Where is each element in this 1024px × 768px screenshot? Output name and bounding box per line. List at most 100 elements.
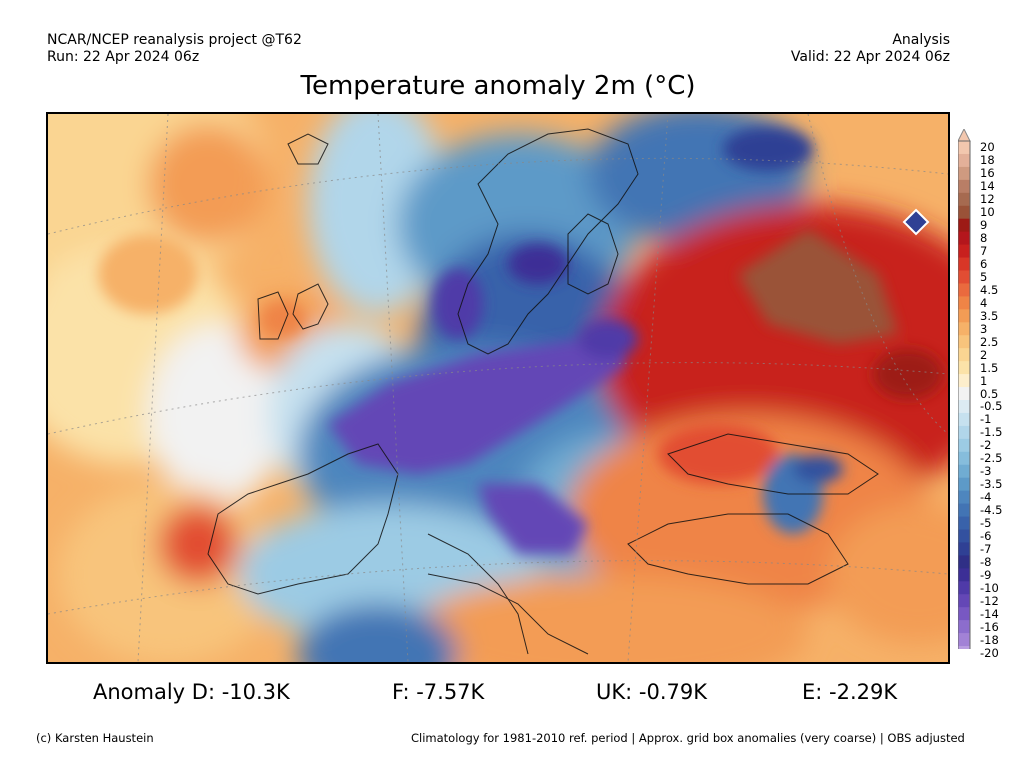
graticule <box>48 114 948 662</box>
anomaly-uk: UK: -0.79K <box>596 680 707 704</box>
legend-swatch <box>958 451 970 466</box>
legend-swatch <box>958 464 970 479</box>
legend-swatch <box>958 192 970 207</box>
legend-tick-label: 16 <box>980 166 995 181</box>
legend-tick-label: 4 <box>980 295 988 310</box>
legend-swatch <box>958 179 970 194</box>
legend-swatch <box>958 503 970 518</box>
legend-swatch <box>958 361 970 375</box>
legend-tick-label: -6 <box>980 528 992 543</box>
legend-swatch <box>958 335 970 349</box>
legend-tick-label: 14 <box>980 179 995 194</box>
legend-swatch <box>958 529 970 543</box>
legend-tick-label: 2.5 <box>980 334 999 349</box>
legend-tick-label: -1 <box>980 412 992 427</box>
model-source: NCAR/NCEP reanalysis project @T62 <box>47 32 302 48</box>
anomaly-spain: E: -2.29K <box>802 680 898 704</box>
legend-swatch <box>958 594 970 608</box>
legend-tick-label: 2 <box>980 347 988 362</box>
legend-tick-label: 8 <box>980 231 988 246</box>
legend-tick-label: 18 <box>980 153 995 168</box>
legend-swatch <box>958 296 970 310</box>
cold-cell-marker <box>902 208 930 236</box>
legend-swatch <box>958 412 970 427</box>
legend-swatch <box>958 387 970 401</box>
legend-tick-label: -9 <box>980 567 992 582</box>
legend-swatch <box>958 322 970 336</box>
legend-swatch <box>958 633 970 647</box>
legend-tick-label: 20 <box>980 140 995 155</box>
coastlines <box>207 128 879 655</box>
legend-swatch <box>958 555 970 569</box>
legend-tick-label: -7 <box>980 541 992 556</box>
legend-tick-label: 1 <box>980 373 988 388</box>
legend-tick-label: -10 <box>980 580 999 595</box>
legend-tick-label: 3 <box>980 321 988 336</box>
legend-tick-label: -14 <box>980 606 999 621</box>
legend-tick-label: -8 <box>980 554 992 569</box>
anomaly-field <box>48 114 948 662</box>
legend-top-arrow <box>957 127 971 142</box>
legend-swatch <box>958 490 970 505</box>
analysis-mode: Analysis <box>892 32 950 48</box>
legend-tick-label: 5 <box>980 269 988 284</box>
legend-tick-label: -2 <box>980 438 992 453</box>
legend-tick-label: 0.5 <box>980 386 999 401</box>
legend-swatch <box>958 400 970 414</box>
legend-swatch <box>958 607 970 621</box>
legend-swatch <box>958 283 970 297</box>
legend-swatch <box>958 205 970 220</box>
legend-tick-label: 9 <box>980 218 988 233</box>
header-right: Analysis Valid: 22 Apr 2024 06z <box>791 32 950 66</box>
legend-tick-label: 1.5 <box>980 360 999 375</box>
legend-tick-label: 7 <box>980 244 988 259</box>
anomaly-france: F: -7.57K <box>392 680 485 704</box>
map-title: Temperature anomaly 2m (°C) <box>300 71 696 101</box>
legend-tick-label: -4.5 <box>980 503 1003 518</box>
legend-swatch <box>958 244 970 259</box>
legend-tick-label: 6 <box>980 257 988 272</box>
anomaly-map <box>46 112 950 664</box>
legend-tick-label: 12 <box>980 192 995 207</box>
legend-tick-label: -0.5 <box>980 399 1003 414</box>
legend-tick-label: -5 <box>980 516 992 531</box>
legend-tick-label: 3.5 <box>980 308 999 323</box>
legend-swatch <box>958 477 970 492</box>
legend-tick-label: -16 <box>980 619 999 634</box>
legend-swatch <box>958 374 970 388</box>
legend-tick-label: 10 <box>980 205 995 220</box>
legend-swatch <box>958 166 970 181</box>
legend-swatch <box>958 581 970 595</box>
legend-swatch <box>958 568 970 582</box>
legend-tick-label: -3.5 <box>980 477 1003 492</box>
anomaly-germany: Anomaly D: -10.3K <box>93 680 290 704</box>
legend-swatch <box>958 542 970 556</box>
credit: (c) Karsten Haustein <box>36 731 154 745</box>
legend-swatch <box>958 646 970 660</box>
valid-time: Valid: 22 Apr 2024 06z <box>790 49 950 65</box>
climatology-note: Climatology for 1981-2010 ref. period | … <box>411 731 965 745</box>
legend-swatch <box>958 153 970 168</box>
legend-swatch <box>958 348 970 362</box>
legend-swatch <box>958 257 970 271</box>
legend-swatch <box>958 270 970 284</box>
legend-tick-label: -1.5 <box>980 425 1003 440</box>
legend-tick-label: 4.5 <box>980 282 999 297</box>
legend-swatch <box>958 141 970 155</box>
legend-swatch <box>958 218 970 233</box>
legend-swatch <box>958 231 970 246</box>
legend-swatch <box>958 620 970 634</box>
legend-tick-label: -18 <box>980 632 999 647</box>
legend-tick-label: -2.5 <box>980 451 1003 466</box>
legend-tick-label: -3 <box>980 464 992 479</box>
legend-tick-label: -4 <box>980 490 992 505</box>
color-legend: 20 18 16 14 12 10 9 8 7 6 5 4.5 4 3.5 3 2.5 2 1.5 1 0.5 -0.5… <box>957 127 1024 673</box>
legend-tick-label: -12 <box>980 593 999 608</box>
legend-swatch <box>958 516 970 530</box>
legend-swatch <box>958 438 970 453</box>
header-left: NCAR/NCEP reanalysis project @T62 Run: 2… <box>47 32 302 66</box>
legend-swatch <box>958 309 970 323</box>
legend-tick-label: -20 <box>980 645 999 660</box>
run-time: Run: 22 Apr 2024 06z <box>47 49 200 65</box>
legend-swatch <box>958 425 970 440</box>
